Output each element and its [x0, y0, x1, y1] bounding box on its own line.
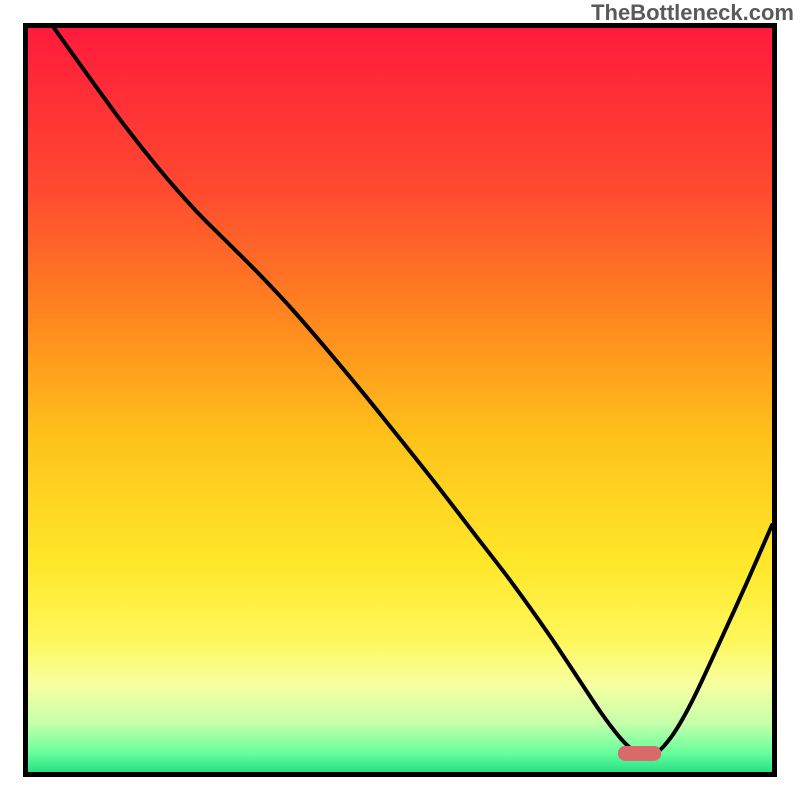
- chart-marker: [618, 746, 661, 761]
- chart-background: [26, 26, 775, 775]
- watermark-text: TheBottleneck.com: [591, 0, 794, 26]
- chart-plot-area: [23, 23, 777, 777]
- bottleneck-chart: [23, 23, 777, 777]
